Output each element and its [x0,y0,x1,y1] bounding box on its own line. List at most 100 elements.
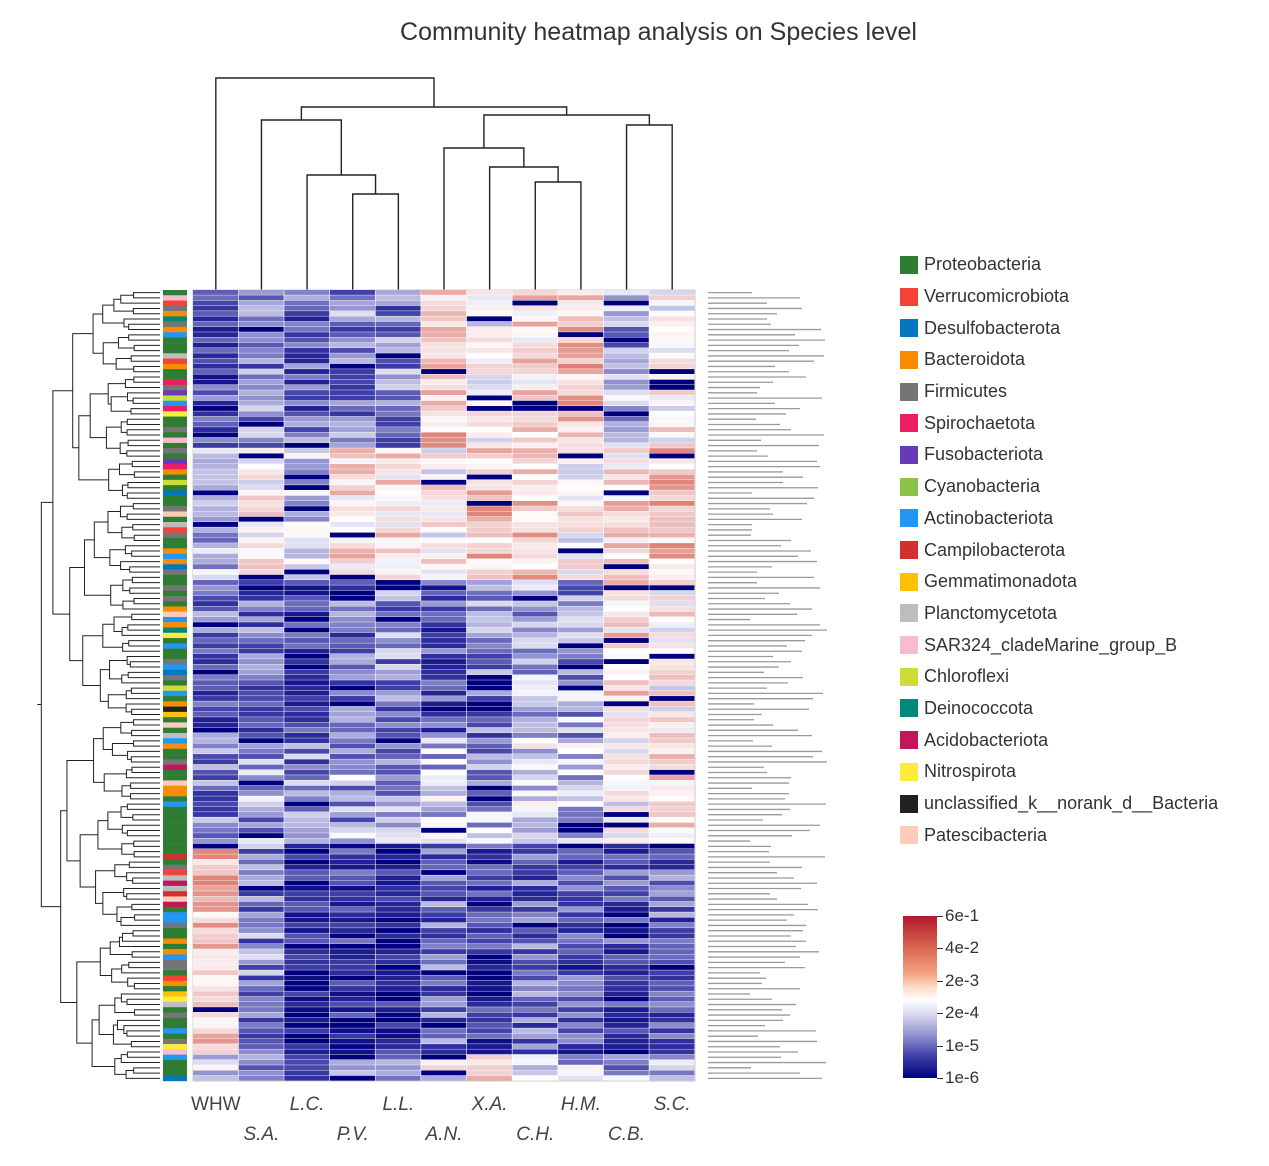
phylum-cell [163,569,187,575]
row-dendrogram-link [128,323,160,331]
heatmap-cell [421,332,467,338]
heatmap-cell [512,585,558,591]
heatmap-cell [284,743,330,749]
heatmap-cell [558,722,604,728]
row-dendrogram-link [131,766,160,774]
heatmap-cell [329,780,375,786]
heatmap-cell [512,822,558,828]
heatmap-cell [603,769,649,775]
heatmap-cell [329,511,375,517]
heatmap-cell [375,532,421,538]
phylum-cell [163,1054,187,1061]
heatmap-cell [375,464,421,469]
heatmap-cell [193,912,239,918]
row-dendrogram-link [111,743,134,756]
heatmap-cell [649,975,695,981]
heatmap-cell [603,353,649,359]
heatmap-cell [649,949,695,955]
heatmap-cell [466,780,512,786]
heatmap-cell [329,943,375,949]
heatmap-cell [375,522,421,527]
phylum-cell [163,732,187,739]
heatmap-cell [284,1049,330,1055]
heatmap-cell [603,680,649,686]
heatmap-cell [512,996,558,1002]
legend-item: Nitrospirota [900,756,1218,788]
heatmap-cell [375,527,421,533]
heatmap-cell [558,432,604,438]
heatmap-cell [558,1065,604,1071]
heatmap-cell [603,474,649,480]
heatmap-cell [375,959,421,965]
heatmap-cell [375,817,421,823]
heatmap-cell [421,469,467,475]
legend-swatch [900,509,918,528]
heatmap-cell [421,379,467,385]
heatmap-cell [329,743,375,749]
heatmap-cell [284,833,330,839]
heatmap-cell [512,316,558,322]
heatmap-cell [512,991,558,997]
heatmap-cell [329,859,375,865]
phylum-cell [163,295,187,301]
heatmap-cell [193,553,239,559]
heatmap-cell [238,785,284,791]
heatmap-cell [649,516,695,522]
phylum-cell [163,432,187,438]
heatmap-cell [193,406,239,411]
heatmap-cell [649,442,695,448]
heatmap-cell [284,548,330,554]
phylum-cell [163,638,187,644]
heatmap-cell [238,727,284,733]
heatmap-cell [193,738,239,744]
heatmap-cell [466,416,512,422]
heatmap-cell [558,527,604,533]
heatmap-cell [421,870,467,875]
heatmap-cell [603,964,649,970]
heatmap-cell [375,1017,421,1023]
heatmap-cell [284,416,330,422]
heatmap-cell [512,627,558,633]
heatmap-cell [238,748,284,754]
heatmap-cell [421,622,467,628]
heatmap-cell [466,601,512,606]
heatmap-cell [329,574,375,580]
heatmap-cell [558,801,604,807]
heatmap-cell [558,622,604,628]
heatmap-cell [193,1012,239,1018]
heatmap-cell [421,817,467,823]
row-dendrogram-link [131,951,160,958]
heatmap-cell [375,379,421,385]
heatmap-cell [558,638,604,643]
heatmap-cell [466,363,512,369]
heatmap-cell [284,585,330,591]
heatmap-cell [329,796,375,802]
heatmap-cell [512,738,558,744]
heatmap-cell [329,659,375,664]
heatmap-cell [329,585,375,591]
heatmap-cell [238,606,284,612]
heatmap-cell [649,406,695,411]
heatmap-cell [375,1001,421,1007]
heatmap-cell [329,648,375,654]
phylum-cell [163,464,187,470]
phylum-cell [163,1007,187,1013]
heatmap-cell [238,706,284,712]
heatmap-cell [558,1033,604,1039]
phylum-cell [163,532,187,539]
heatmap-cell [329,590,375,596]
heatmap-cell [193,458,239,464]
heatmap-cell [421,1070,467,1076]
heatmap-cell [512,643,558,649]
heatmap-cell [512,348,558,353]
heatmap-cell [466,664,512,670]
heatmap-cell [649,717,695,723]
heatmap-cell [421,1007,467,1013]
heatmap-cell [512,290,558,295]
heatmap-cell [375,437,421,443]
heatmap-cell [329,1012,375,1018]
heatmap-cell [193,622,239,628]
heatmap-cell [375,369,421,374]
heatmap-cell [649,838,695,844]
heatmap-cell [603,427,649,432]
